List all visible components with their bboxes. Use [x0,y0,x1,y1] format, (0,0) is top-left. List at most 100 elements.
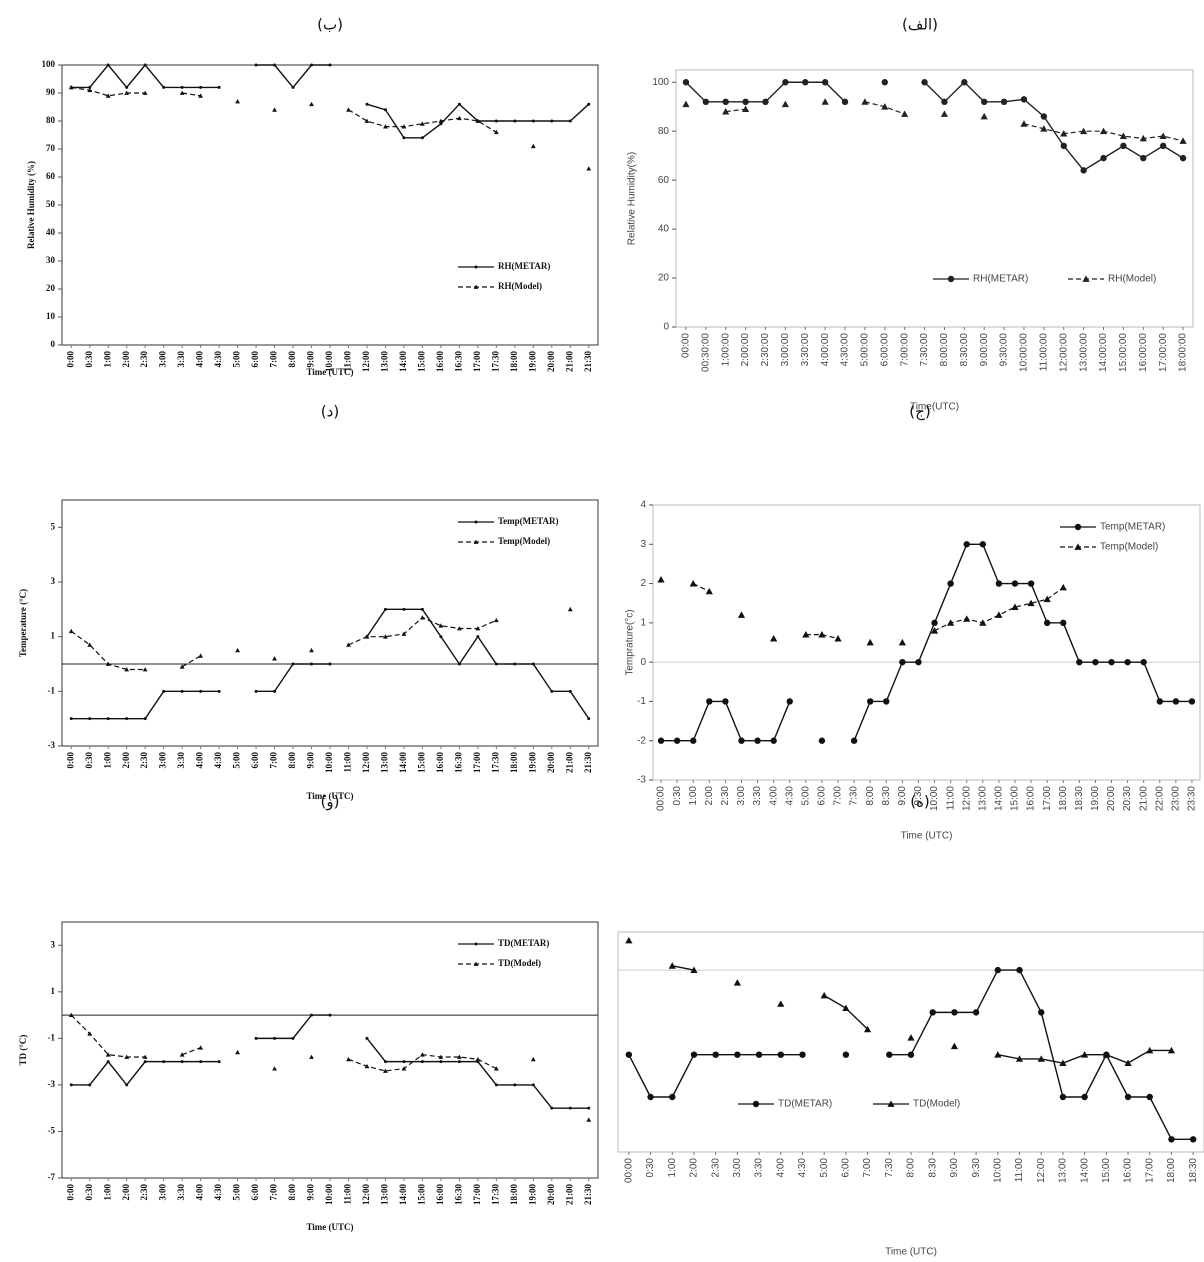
x-tick-label: 11:00 [343,752,353,773]
point [180,85,184,89]
point [438,118,444,123]
x-tick-label: 3:30 [752,786,763,806]
x-tick-label: 16:00 [1123,1158,1134,1183]
point [383,607,387,611]
point [456,626,462,631]
point [682,100,690,108]
x-tick-label: 4:00 [775,1158,786,1178]
y-tick-label: -7 [48,1172,56,1182]
point [179,664,185,669]
x-tick-label: 13:00 [1058,1158,1069,1183]
point [886,1051,893,1058]
point [901,110,909,117]
point [550,119,554,123]
x-tick-label: 9:00 [949,1158,960,1178]
point [513,1083,517,1087]
point [1168,1136,1175,1143]
x-axis-label: Time (UTC) [306,1222,353,1232]
x-tick-label: 12:00 [961,786,972,811]
point [105,1052,111,1057]
point [143,1060,147,1064]
point [690,1051,698,1058]
point [383,1068,388,1073]
point [87,642,93,647]
point [972,1009,980,1016]
legend-label: RH(Model) [498,281,542,291]
point [68,628,74,634]
x-tick-label: 21:00 [564,351,574,372]
x-axis-label: Time (UTC) [885,1247,937,1258]
point [531,1083,535,1087]
point [1140,658,1147,666]
point [689,579,697,587]
point [328,63,332,67]
point [861,98,869,105]
x-tick-label: 11:00:00 [1039,333,1050,372]
point [1119,132,1128,139]
point [1179,154,1187,162]
x-tick-label: 14:00 [398,1184,408,1205]
point [474,520,478,524]
x-tick-label: 3:30:00 [800,333,811,367]
y-tick-label: 0 [51,339,56,349]
point [475,626,481,631]
point [476,635,480,639]
point [887,1100,895,1107]
x-tick-label: 1:00 [688,786,699,806]
panel-title: (ب) [317,16,343,34]
series-line [71,63,590,139]
x-tick-label: 7:00 [269,1184,279,1201]
point [105,93,111,98]
point [950,1042,959,1050]
x-tick-label: 14:00 [398,351,408,372]
x-tick-label: 17:30 [490,1184,500,1205]
point [401,1066,407,1071]
point [722,108,730,115]
x-tick-label: 00:00 [623,1158,634,1183]
point [254,63,258,67]
point [494,662,498,666]
point [737,611,746,618]
legend-label: RH(METAR) [973,274,1028,285]
x-tick-label: 16:00 [435,752,445,773]
chart-panel: -7 -5 -3 -1 1 3 0:00 0:30 1:00 2:00 2:30 3:00 3:30 4:… [18,921,599,1232]
point [782,79,789,86]
x-tick-label: 16:00 [435,351,445,372]
point [365,1036,369,1040]
point [657,737,665,744]
x-tick-label: 2:00:00 [740,333,751,367]
x-tick-label: 2:00 [689,1158,700,1178]
point [881,103,889,110]
point [722,98,729,106]
point [217,85,221,89]
point [930,627,939,634]
x-tick-label: 5:00:00 [860,333,871,367]
x-tick-label: 21:00 [1138,786,1149,811]
chart-panel: -3 -1 1 3 5 0:00 0:30 1:00 2:00 2:30 3:00 3:30 4:00 4… [18,499,599,801]
x-tick-label: 8:00 [287,752,297,769]
x-tick-label: 1:00 [102,752,112,769]
x-tick-label: 3:00 [158,1184,168,1201]
point [705,587,713,595]
point [1146,1046,1154,1054]
x-tick-label: 3:30 [176,1184,186,1201]
plot-frame [617,931,1204,1153]
x-tick-label: 19:00 [527,1184,537,1205]
legend-label: Temp(Model) [1100,542,1158,553]
x-tick-label: 18:00 [1166,1158,1177,1183]
x-tick-label: 23:00 [1171,786,1182,811]
y-tick-label: 0 [640,657,646,668]
x-tick-label: 10:00 [324,351,334,372]
x-tick-label: 13:00 [380,752,390,773]
point [907,1051,915,1058]
x-tick-label: 3:30 [176,351,186,368]
x-tick-label: 7:00 [269,752,279,769]
x-tick-label: 1:00:00 [720,333,731,367]
x-tick-label: 11:00 [343,351,353,372]
point [979,541,987,548]
point [383,1060,387,1064]
x-tick-label: 17:00 [472,351,482,372]
point [1020,120,1028,127]
point [1081,1093,1088,1101]
point [818,737,826,744]
